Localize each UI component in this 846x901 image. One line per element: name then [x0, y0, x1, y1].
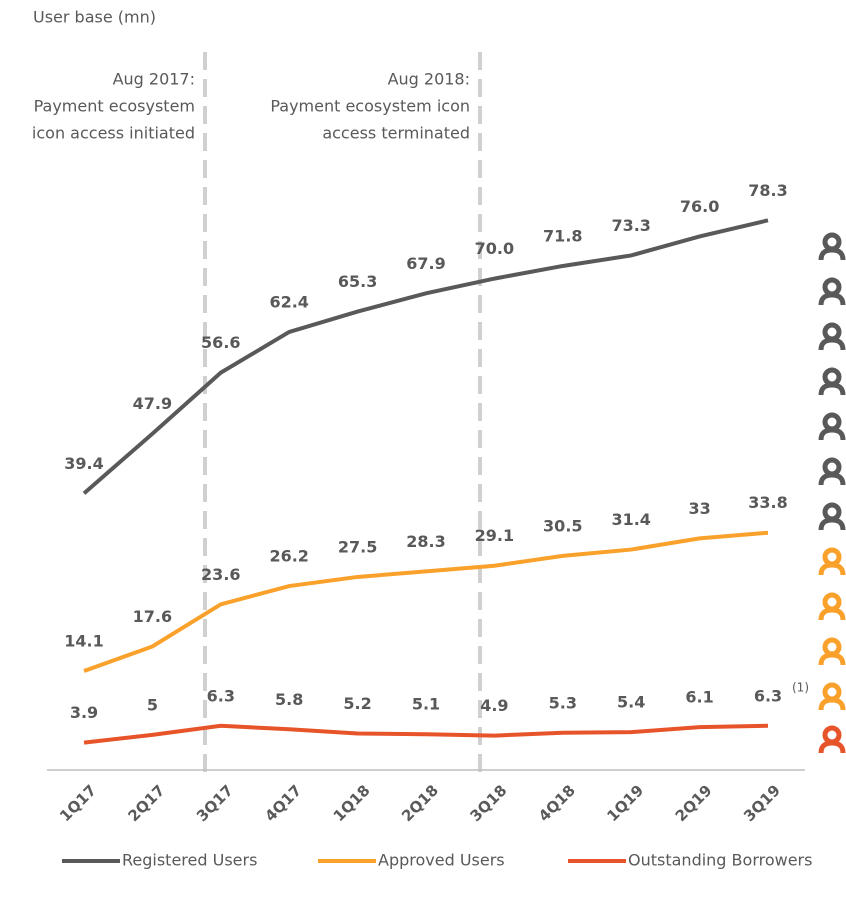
data-label: 78.3: [748, 181, 787, 200]
annotation: access terminated: [322, 124, 470, 143]
y-axis-label: User base (mn): [33, 8, 156, 27]
data-label: 73.3: [611, 216, 650, 235]
person-icons: [821, 235, 843, 753]
data-label: 33.8: [748, 493, 787, 512]
data-label: 5.3: [549, 693, 577, 712]
annotation: Payment ecosystem: [34, 97, 195, 116]
data-label: 5.1: [412, 695, 440, 714]
x-tick-label: 3Q17: [193, 781, 237, 825]
data-label: 27.5: [338, 537, 377, 556]
data-label: 17.6: [133, 607, 172, 626]
data-label: 29.1: [475, 526, 514, 545]
annotation: Payment ecosystem icon: [270, 97, 470, 116]
data-label: 56.6: [201, 333, 240, 352]
data-label: 62.4: [269, 292, 308, 311]
data-label: 6.3: [754, 686, 782, 705]
data-label: 76.0: [680, 197, 719, 216]
data-label: 47.9: [133, 394, 172, 413]
x-tick-label: 2Q18: [398, 781, 442, 825]
x-tick-label: 1Q17: [56, 781, 100, 825]
annotation: icon access initiated: [32, 124, 195, 143]
legend-label: Outstanding Borrowers: [628, 851, 812, 870]
data-label: 39.4: [64, 454, 103, 473]
data-label: 30.5: [543, 516, 582, 535]
data-label: 71.8: [543, 226, 582, 245]
legend-label: Approved Users: [378, 851, 505, 870]
data-label: 26.2: [269, 547, 308, 566]
data-label: 4.9: [480, 696, 508, 715]
footnote-marker: (1): [792, 680, 809, 694]
data-label: 28.3: [406, 532, 445, 551]
data-label: 5.4: [617, 693, 645, 712]
legend-label: Registered Users: [122, 851, 257, 870]
x-tick-label: 4Q18: [535, 781, 579, 825]
data-label: 65.3: [338, 272, 377, 291]
data-label: 23.6: [201, 565, 240, 584]
data-label: 5.8: [275, 690, 303, 709]
data-label: 6.1: [685, 688, 713, 707]
annotation: Aug 2018:: [388, 70, 470, 89]
x-tick-label: 4Q17: [261, 781, 305, 825]
x-tick-label: 2Q17: [125, 781, 169, 825]
series-line: [83, 723, 769, 745]
x-tick-label: 3Q19: [740, 781, 784, 825]
x-tick-label: 1Q18: [330, 781, 374, 825]
annotation: Aug 2017:: [113, 70, 195, 89]
x-tick-label: 3Q18: [467, 781, 511, 825]
data-label: 5.2: [343, 694, 371, 713]
data-label: 6.3: [207, 686, 235, 705]
series-line: [82, 218, 769, 495]
data-label: 67.9: [406, 254, 445, 273]
data-label: 31.4: [611, 510, 650, 529]
data-label: 70.0: [475, 239, 514, 258]
series-line: [83, 530, 769, 673]
data-label: 3.9: [70, 703, 98, 722]
data-label: 5: [147, 695, 158, 714]
x-tick-label: 2Q19: [672, 781, 716, 825]
x-tick-label: 1Q19: [603, 781, 647, 825]
data-label: 14.1: [64, 632, 103, 651]
data-label: 33: [688, 499, 710, 518]
